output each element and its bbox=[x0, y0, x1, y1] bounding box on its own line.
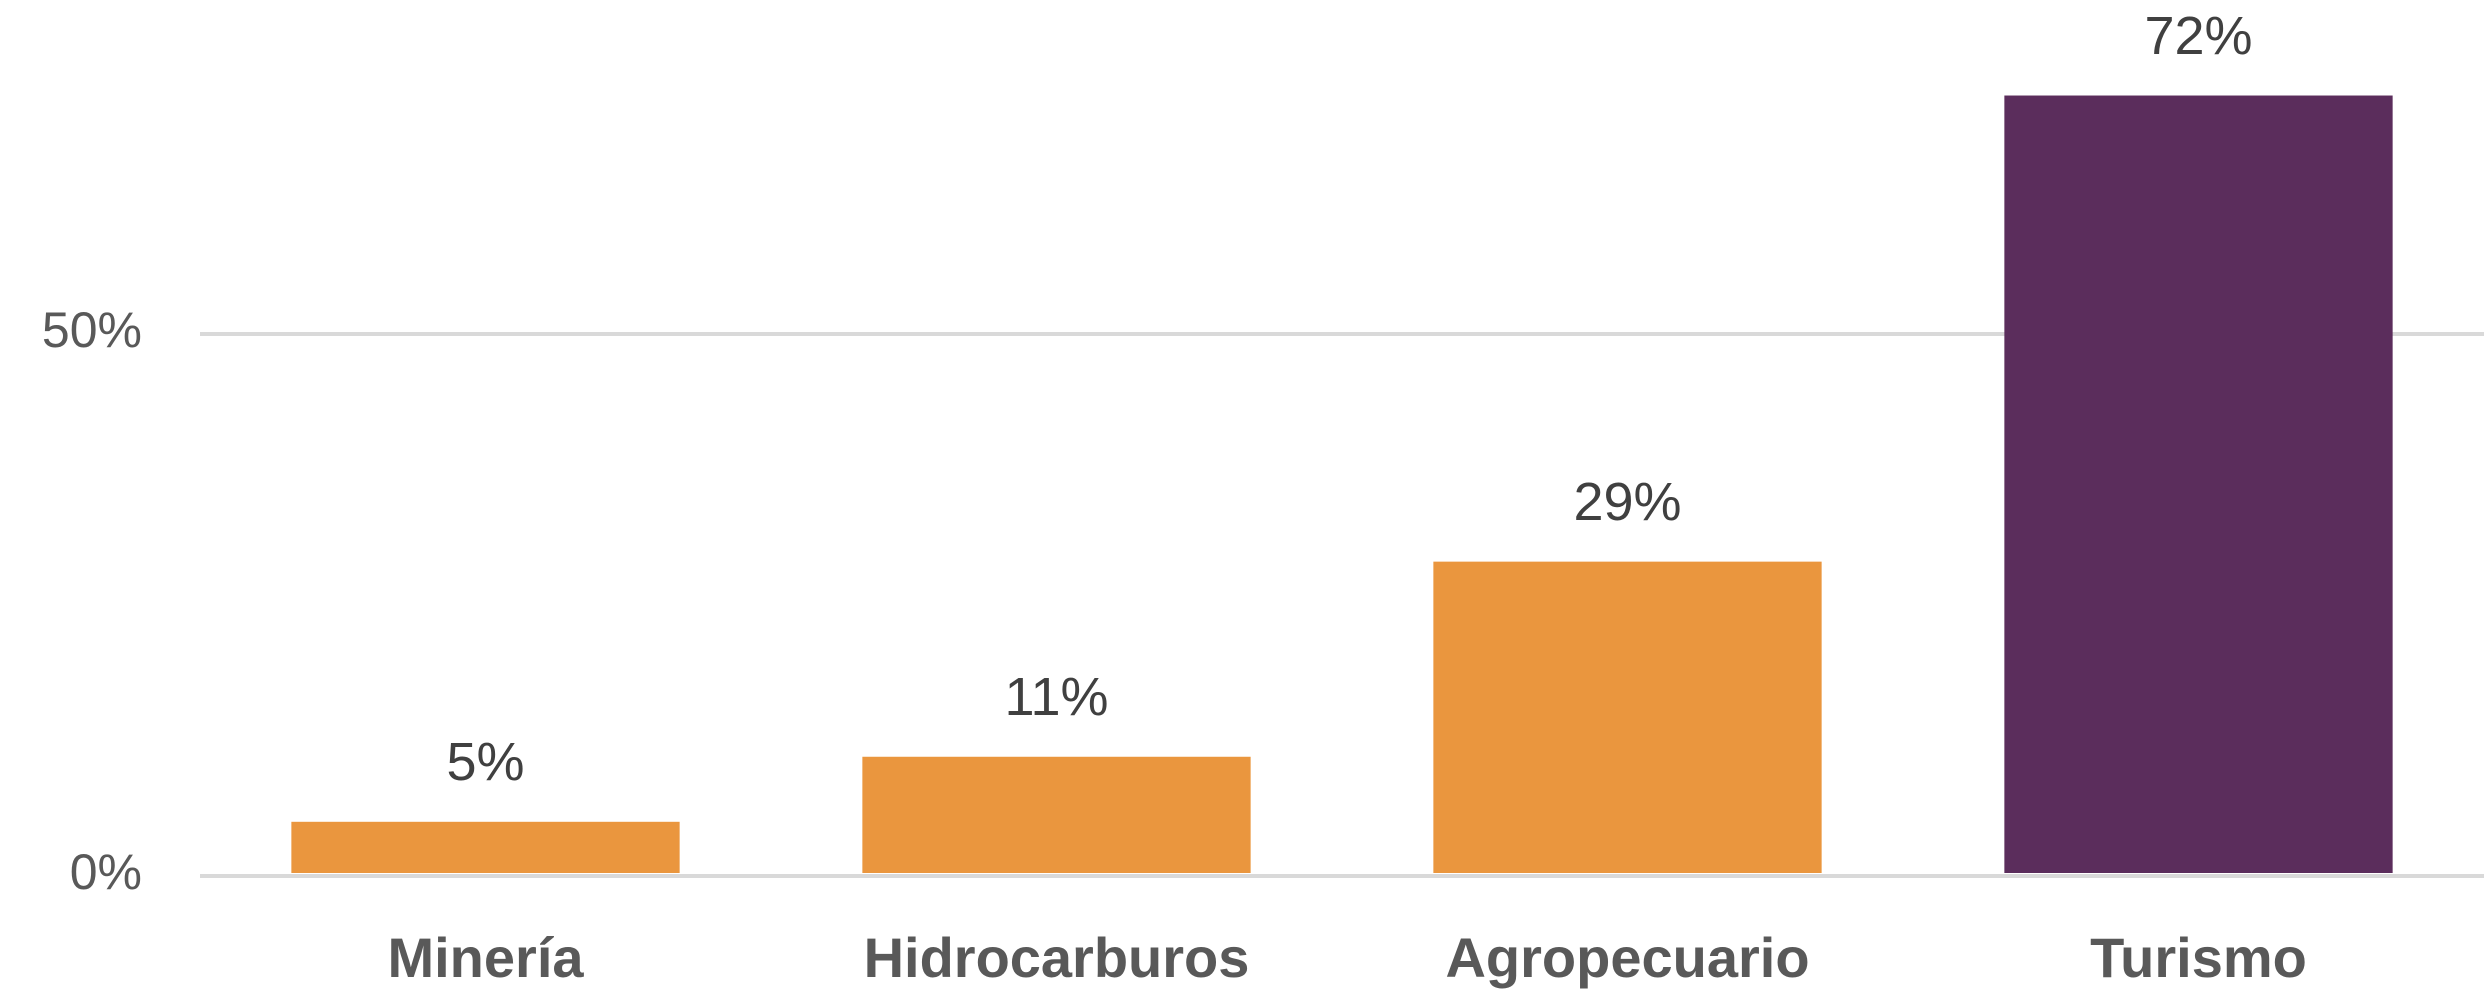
bar bbox=[291, 821, 680, 873]
data-label: 5% bbox=[446, 732, 524, 792]
data-label: 72% bbox=[2144, 6, 2252, 66]
bar bbox=[862, 756, 1251, 873]
y-tick-label: 50% bbox=[42, 302, 142, 358]
bar bbox=[2004, 95, 2393, 873]
bar bbox=[1433, 561, 1822, 873]
x-tick-label: Minería bbox=[387, 926, 584, 989]
data-label: 11% bbox=[1004, 667, 1108, 727]
x-tick-label: Agropecuario bbox=[1445, 926, 1809, 989]
y-tick-label: 0% bbox=[70, 844, 142, 900]
data-label: 29% bbox=[1573, 472, 1681, 532]
x-tick-label: Turismo bbox=[2090, 926, 2307, 989]
x-tick-label: Hidrocarburos bbox=[864, 926, 1250, 989]
